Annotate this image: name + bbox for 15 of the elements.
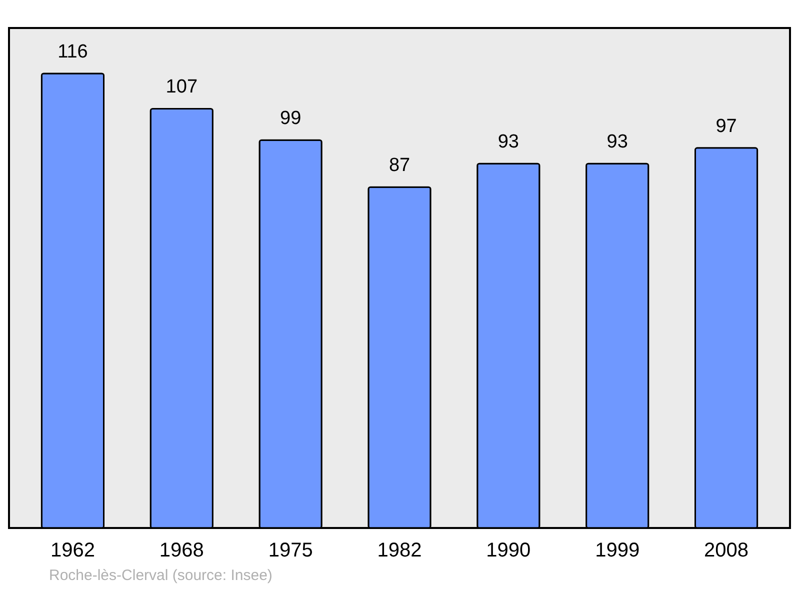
data-label: 99 <box>280 108 302 130</box>
x-tick-label: 1999 <box>595 540 640 562</box>
x-tick-label: 1968 <box>159 540 204 562</box>
x-tick-label: 1962 <box>50 540 95 562</box>
x-tick-label: 2008 <box>704 540 749 562</box>
text: Roche-lès-Clerval (source: Insee) <box>49 567 272 584</box>
x-tick-label: 1982 <box>377 540 422 562</box>
data-label: 107 <box>166 76 198 98</box>
x-tick-label: 1975 <box>268 540 313 562</box>
data-label: 93 <box>606 132 628 153</box>
data-label: 116 <box>58 41 88 62</box>
data-label: 87 <box>388 155 410 176</box>
x-tick-label: 1990 <box>486 540 531 562</box>
data-label: 97 <box>716 116 737 137</box>
data-label: 93 <box>498 132 519 153</box>
